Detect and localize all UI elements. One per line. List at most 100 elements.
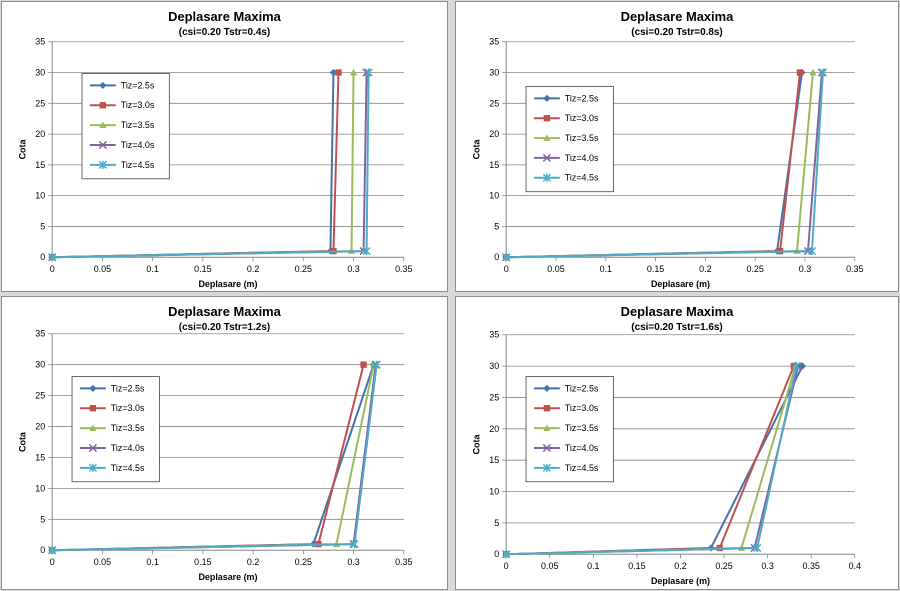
y-tick-label: 20 <box>489 424 499 434</box>
chart-title: Deplasare Maxima <box>168 304 281 319</box>
x-tick-label: 0.2 <box>247 557 259 567</box>
chart-svg: Deplasare Maxima (csi=0.20 Tstr=1.2s) 0 5 10… <box>17 304 412 582</box>
y-tick-label: 20 <box>489 129 499 139</box>
data-point <box>329 68 338 77</box>
legend-marker <box>98 140 107 150</box>
y-tick-label: 5 <box>494 221 499 231</box>
x-tick-label: 0.25 <box>715 561 732 571</box>
y-tick-label: 5 <box>40 221 45 231</box>
legend-marker <box>89 424 97 431</box>
x-tick-label: 0.1 <box>587 561 599 571</box>
y-tick-label: 25 <box>489 392 499 402</box>
x-axis-label: Deplasare (m) <box>651 576 710 586</box>
legend-marker <box>542 443 551 453</box>
data-point <box>350 539 359 549</box>
y-tick-label: 25 <box>35 98 45 108</box>
x-tick-label: 0 <box>504 561 509 571</box>
x-axis-label: Deplasare (m) <box>198 279 257 289</box>
chart-svg: Deplasare Maxima (csi=0.20 Tstr=0.8s) 0 5 10… <box>471 9 863 289</box>
y-tick-label: 5 <box>494 518 499 528</box>
x-tick-label: 0.1 <box>146 264 158 274</box>
y-tick-label: 0 <box>494 549 499 559</box>
series-Tiz=4.5s <box>502 68 828 262</box>
legend-marker <box>88 443 98 453</box>
y-tick-label: 35 <box>35 329 45 339</box>
legend-marker <box>543 424 551 431</box>
legend-label: Tiz=3.0s <box>121 100 155 110</box>
y-tick-label: 30 <box>489 67 499 77</box>
legend-marker <box>99 81 107 89</box>
data-point <box>502 550 511 559</box>
x-tick-label: 0.05 <box>541 561 558 571</box>
legend-label: Tiz=4.5s <box>111 463 145 473</box>
series-Tiz=4.5s <box>48 68 373 262</box>
data-point <box>807 246 817 256</box>
legend-label: Tiz=4.0s <box>565 443 599 453</box>
chart-svg: Deplasare Maxima (csi=0.20 Tstr=0.4s) 0 5 10… <box>17 9 412 289</box>
legend-label: Tiz=2.5s <box>121 80 155 90</box>
x-tick-label: 0 <box>504 264 509 274</box>
chart-title: Deplasare Maxima <box>168 9 281 24</box>
x-tick-label: 0.35 <box>395 264 412 274</box>
y-axis-label: Cota <box>17 139 27 160</box>
legend-marker <box>542 173 552 182</box>
y-axis-label: Cota <box>471 434 481 455</box>
x-axis-label: Deplasare (m) <box>651 279 710 289</box>
y-tick-label: 20 <box>35 129 45 139</box>
legend-label: Tiz=3.5s <box>111 423 145 433</box>
data-point <box>818 68 828 77</box>
data-point <box>362 246 371 256</box>
x-tick-label: 0.15 <box>647 264 664 274</box>
legend-marker <box>542 463 551 472</box>
data-point <box>48 546 57 555</box>
y-tick-label: 15 <box>35 160 45 170</box>
data-point <box>809 68 817 76</box>
chart-panel-tstr-0-4: Deplasare Maxima (csi=0.20 Tstr=0.4s) 0 5 10… <box>1 1 448 292</box>
legend-label: Tiz=3.0s <box>111 403 145 413</box>
y-tick-label: 15 <box>489 455 499 465</box>
y-tick-label: 35 <box>489 37 499 47</box>
y-tick-label: 10 <box>489 191 499 201</box>
y-tick-label: 20 <box>35 422 45 432</box>
data-point <box>360 361 367 368</box>
legend-label: Tiz=2.5s <box>565 93 599 103</box>
x-tick-label: 0.25 <box>295 557 312 567</box>
legend-marker <box>99 121 107 129</box>
x-tick-label: 0.05 <box>547 264 564 274</box>
y-tick-label: 30 <box>35 360 45 370</box>
legend-label: Tiz=3.5s <box>565 133 599 143</box>
legend-marker <box>99 102 107 109</box>
x-tick-label: 0.3 <box>347 264 359 274</box>
legend-marker <box>89 405 97 412</box>
x-tick-label: 0.4 <box>849 561 861 571</box>
legend-label: Tiz=4.0s <box>121 140 155 150</box>
y-tick-label: 15 <box>489 160 499 170</box>
legend-marker <box>543 134 551 141</box>
legend-label: Tiz=4.5s <box>565 463 599 473</box>
legend-label: Tiz=4.5s <box>121 160 155 170</box>
x-axis-label: Deplasare (m) <box>198 572 257 582</box>
legend-marker <box>88 463 98 472</box>
y-tick-label: 10 <box>489 487 499 497</box>
legend-label: Tiz=3.5s <box>121 120 155 130</box>
data-point <box>48 253 57 262</box>
chart-svg: Deplasare Maxima (csi=0.20 Tstr=1.6s) 0 5 10… <box>471 304 861 586</box>
data-point <box>364 68 373 77</box>
x-tick-label: 0.15 <box>628 561 645 571</box>
legend-label: Tiz=3.5s <box>565 423 599 433</box>
chart-title: Deplasare Maxima <box>621 304 734 319</box>
y-tick-label: 10 <box>35 191 45 201</box>
y-axis-label: Cota <box>471 139 481 160</box>
data-point <box>753 543 762 553</box>
data-point <box>349 68 358 76</box>
legend-label: Tiz=4.5s <box>565 173 599 183</box>
legend-label: Tiz=3.0s <box>565 113 599 123</box>
x-tick-label: 0.15 <box>194 264 211 274</box>
x-tick-label: 0.25 <box>746 264 763 274</box>
data-point <box>372 360 381 369</box>
legend-marker <box>98 160 107 169</box>
x-tick-label: 0.1 <box>600 264 612 274</box>
data-point <box>502 253 511 262</box>
y-tick-label: 30 <box>35 67 45 77</box>
legend-label: Tiz=2.5s <box>565 383 599 393</box>
